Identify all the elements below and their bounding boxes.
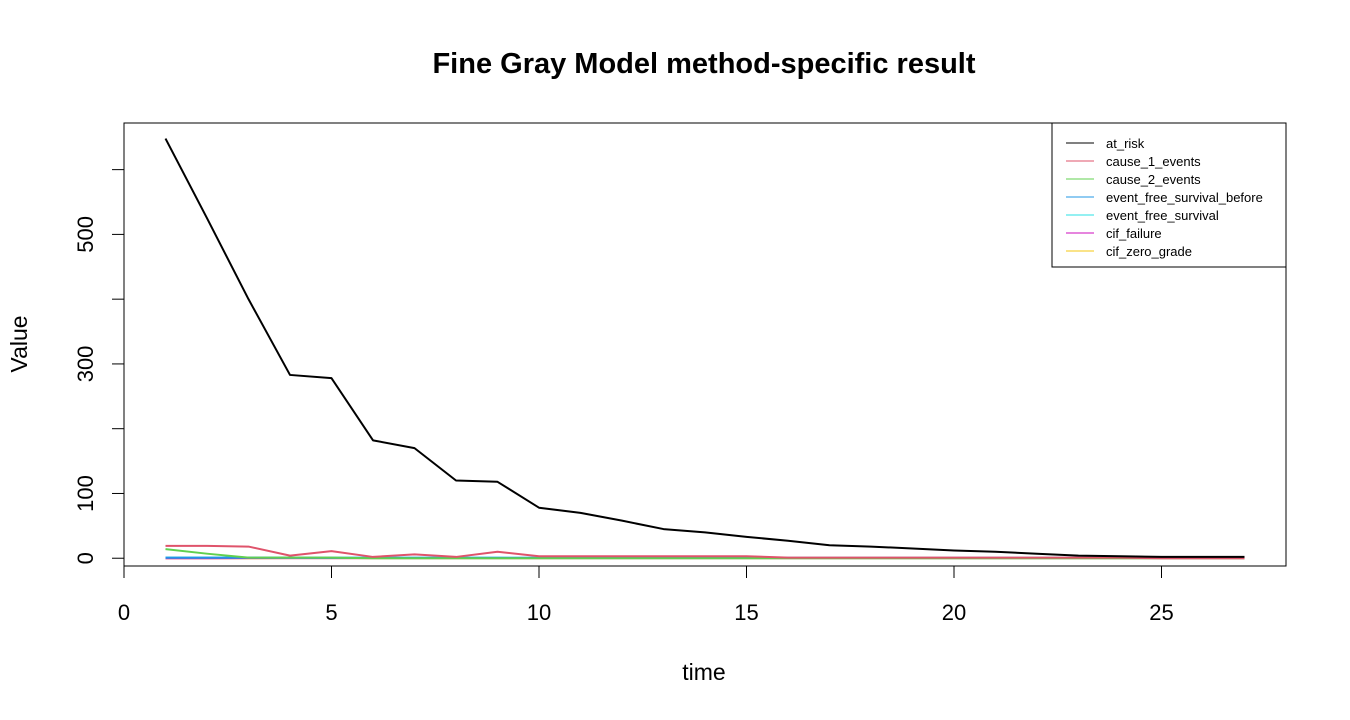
y-axis: 0 100 300 500 [73, 169, 125, 564]
chart-title: Fine Gray Model method-specific result [432, 48, 975, 80]
legend: at_risk cause_1_events cause_2_eventsevent… [1051, 122, 1287, 268]
y-tick-label: 500 [73, 216, 98, 253]
x-axis: 0 5 10 15 20 25 [118, 565, 1174, 625]
x-tick-label: 10 [527, 600, 551, 625]
series-line-at-risk [164, 138, 1245, 558]
x-tick-label: 20 [942, 600, 966, 625]
legend-label: at_risk [1106, 136, 1145, 151]
y-tick-label: 0 [73, 552, 98, 564]
y-tick-label: 300 [73, 346, 98, 383]
legend-label: cif_failure [1106, 226, 1162, 241]
x-tick-label: 0 [118, 600, 130, 625]
x-tick-label: 15 [734, 600, 758, 625]
y-tick-label: 100 [73, 475, 98, 512]
legend-label: cause_1_events [1106, 154, 1201, 169]
x-tick-label: 25 [1149, 600, 1173, 625]
x-axis-label: time [682, 659, 725, 685]
series-layer [164, 138, 1245, 560]
legend-label: cif_zero_grade [1106, 244, 1192, 259]
legend-label: cause_2_events [1106, 172, 1201, 187]
y-axis-label: Value [6, 315, 32, 372]
x-tick-label: 5 [325, 600, 337, 625]
legend-box [1051, 122, 1287, 268]
legend-label: event_free_survival_before [1106, 190, 1263, 205]
legend-label: event_free_survival [1106, 208, 1219, 223]
series-line-cause-1-events [165, 544, 1245, 560]
